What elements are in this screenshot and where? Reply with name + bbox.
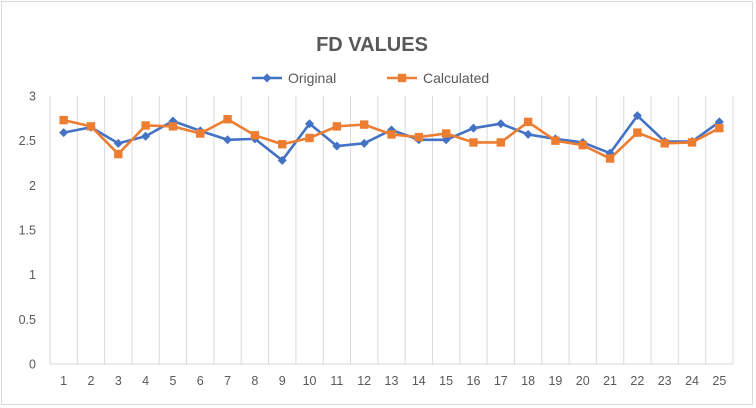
data-point-square [523,117,533,127]
x-tick-label: 14 [412,374,426,388]
legend: Original Calculated [252,70,489,86]
legend-marker-square [397,73,407,83]
data-point-diamond [113,138,123,148]
data-point-square [168,122,178,131]
gridlines [49,96,734,364]
data-point-square [551,136,560,145]
data-point-square [305,133,314,143]
legend-item: Original [252,70,336,86]
data-point-square [687,138,697,147]
x-tick-label: 4 [142,374,149,388]
x-tick-label: 19 [548,374,562,388]
legend-label: Calculated [423,70,489,86]
x-tick-label: 21 [603,374,617,388]
y-tick-label: 1 [29,268,36,282]
x-tick-label: 7 [224,374,231,388]
chart-title: FD VALUES [316,34,428,56]
y-tick-label: 2.5 [19,134,36,148]
data-point-diamond [496,119,506,129]
x-tick-label: 3 [115,374,122,388]
data-point-diamond [632,111,642,121]
data-point-square [469,138,478,147]
x-tick-label: 6 [197,374,204,388]
data-point-square [86,122,96,131]
data-point-square [223,115,232,124]
y-tick-label: 0 [29,358,36,372]
x-tick-label: 2 [88,374,95,388]
x-tick-label: 25 [712,374,726,388]
data-point-diamond [359,138,369,148]
y-axis-labels: 0 0.5 1 1.5 2 2.5 3 [19,90,36,372]
series-calculated [59,115,724,163]
x-tick-label: 1 [60,374,67,388]
x-axis-labels: 1 2 3 4 5 6 7 8 9 10 11 12 13 14 15 16 17 18 19 20 21 22 23 24 2… [60,374,726,388]
x-tick-label: 20 [576,374,590,388]
data-point-square [387,130,396,139]
data-point-square [578,140,587,150]
data-point-diamond [468,123,478,133]
x-tick-label: 12 [357,374,371,388]
data-point-square [496,138,505,147]
x-tick-label: 18 [521,374,535,388]
x-tick-label: 24 [685,374,699,388]
data-point-square [441,129,451,138]
data-point-square [278,140,287,149]
data-point-square [332,122,342,131]
data-point-square [141,121,150,130]
legend-marker-diamond [262,73,272,83]
data-point-diamond [332,141,342,151]
x-tick-label: 9 [279,374,286,388]
data-point-square [633,128,642,137]
data-point-diamond [277,155,287,165]
data-point-square [196,129,205,138]
data-point-square [660,139,669,148]
data-point-square [250,131,260,140]
data-point-diamond [223,135,233,145]
x-tick-label: 5 [169,374,176,388]
x-tick-label: 10 [303,374,317,388]
x-tick-label: 22 [630,374,644,388]
y-tick-label: 2 [29,179,36,193]
y-tick-label: 3 [29,90,36,104]
x-tick-label: 16 [467,374,481,388]
data-point-square [414,132,424,142]
legend-label: Original [288,70,336,86]
data-point-diamond [305,119,315,129]
data-point-square [359,120,369,129]
data-point-square [114,149,123,159]
x-tick-label: 13 [385,374,399,388]
y-tick-label: 0.5 [19,313,36,327]
data-point-diamond [59,128,69,138]
x-tick-label: 17 [494,374,508,388]
x-tick-label: 11 [330,374,343,388]
x-tick-label: 8 [251,374,258,388]
data-point-square [715,123,724,133]
data-point-square [605,154,615,163]
data-point-square [59,115,68,125]
x-tick-label: 15 [439,374,453,388]
data-point-diamond [141,131,151,141]
legend-item: Calculated [387,70,489,86]
y-tick-label: 1.5 [19,224,36,238]
data-point-diamond [523,129,533,139]
x-tick-label: 23 [658,374,672,388]
series-group [59,111,724,165]
